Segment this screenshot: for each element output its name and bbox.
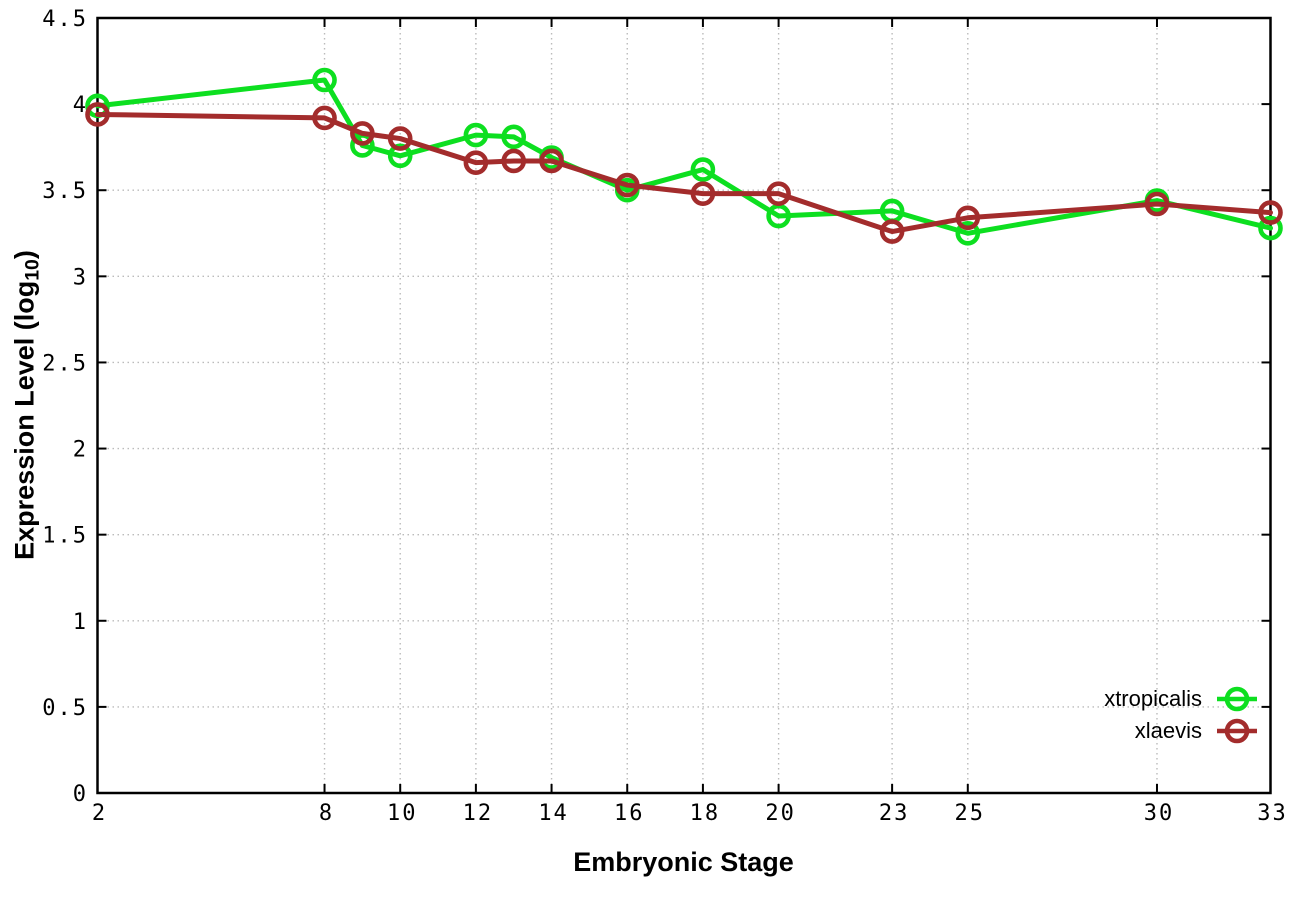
y-tick-label: 0.5 [42,696,88,721]
data-point-xtropicalis-stage-10 [387,143,413,169]
x-tick-label: 33 [1257,801,1288,826]
data-point-xlaevis-stage-25 [955,205,981,231]
legend: xtropicalis xlaevis [1104,684,1258,746]
x-tick-label: 2 [92,801,107,826]
y-tick-label: 2.5 [42,351,88,376]
x-tick-label: 23 [879,801,910,826]
data-point-xlaevis-stage-18 [690,181,716,206]
y-tick-label: 0 [73,782,88,807]
legend-label-xtropicalis: xtropicalis [1104,686,1202,711]
x-tick-label: 18 [690,801,721,826]
y-tick-label: 1.5 [42,524,88,549]
y-tick-label: 4 [73,93,88,118]
data-point-xlaevis-stage-10 [387,126,413,151]
data-point-xtropicalis-stage-25 [955,220,981,246]
legend-label-xlaevis: xlaevis [1134,718,1202,743]
data-point-xlaevis-stage-2 [85,102,110,127]
data-point-xtropicalis-stage-18 [690,157,716,182]
data-point-xtropicalis-stage-20 [766,203,791,229]
x-tick-label: 12 [463,801,494,826]
data-point-xlaevis-stage-12 [463,150,489,175]
x-tick-label: 30 [1144,801,1175,826]
data-point-xlaevis-stage-8 [312,105,337,131]
series-line-xlaevis [95,111,1273,235]
data-point-xlaevis-stage-30 [1144,191,1170,217]
data-point-xlaevis-stage-16 [614,172,640,198]
plot-border [96,16,1272,795]
y-tick-label: 1 [73,610,88,635]
data-point-xlaevis-stage-23 [879,219,905,244]
y-tick-label: 3.5 [42,179,88,204]
legend-item-xlaevis: xlaevis [1104,716,1258,746]
legend-marker-xlaevis-icon [1217,718,1257,744]
y-axis-title: Expression Level (log10) [9,250,44,560]
x-tick-label: 10 [387,801,418,826]
x-tick-label: 20 [765,801,796,826]
data-point-xtropicalis-stage-33 [1258,215,1283,241]
y-tick-label: 2 [73,438,88,463]
data-point-xlaevis-stage-13 [501,148,527,174]
data-point-xlaevis-stage-33 [1258,200,1283,225]
data-point-xtropicalis-stage-13 [501,124,527,150]
legend-marker-xtropicalis-icon [1217,686,1257,712]
legend-item-xtropicalis: xtropicalis [1104,684,1258,714]
x-tick-label: 25 [955,801,986,826]
data-point-xtropicalis-stage-8 [312,67,337,93]
data-point-xtropicalis-stage-12 [463,122,489,148]
x-tick-label: 16 [614,801,645,826]
y-axis-title-text: Expression Level (log [9,280,40,560]
data-point-xlaevis-stage-9 [350,121,375,146]
y-tick-label: 3 [73,265,88,290]
y-axis-title-suffix: ) [9,250,40,260]
x-tick-label: 8 [319,801,334,826]
data-point-xlaevis-stage-14 [539,148,564,174]
y-axis-title-subscript: 10 [21,259,44,281]
y-tick-label: 4.5 [42,7,88,32]
x-tick-label: 14 [538,801,569,826]
data-point-xlaevis-stage-20 [766,181,791,206]
x-axis-title: Embryonic Stage [573,847,794,877]
